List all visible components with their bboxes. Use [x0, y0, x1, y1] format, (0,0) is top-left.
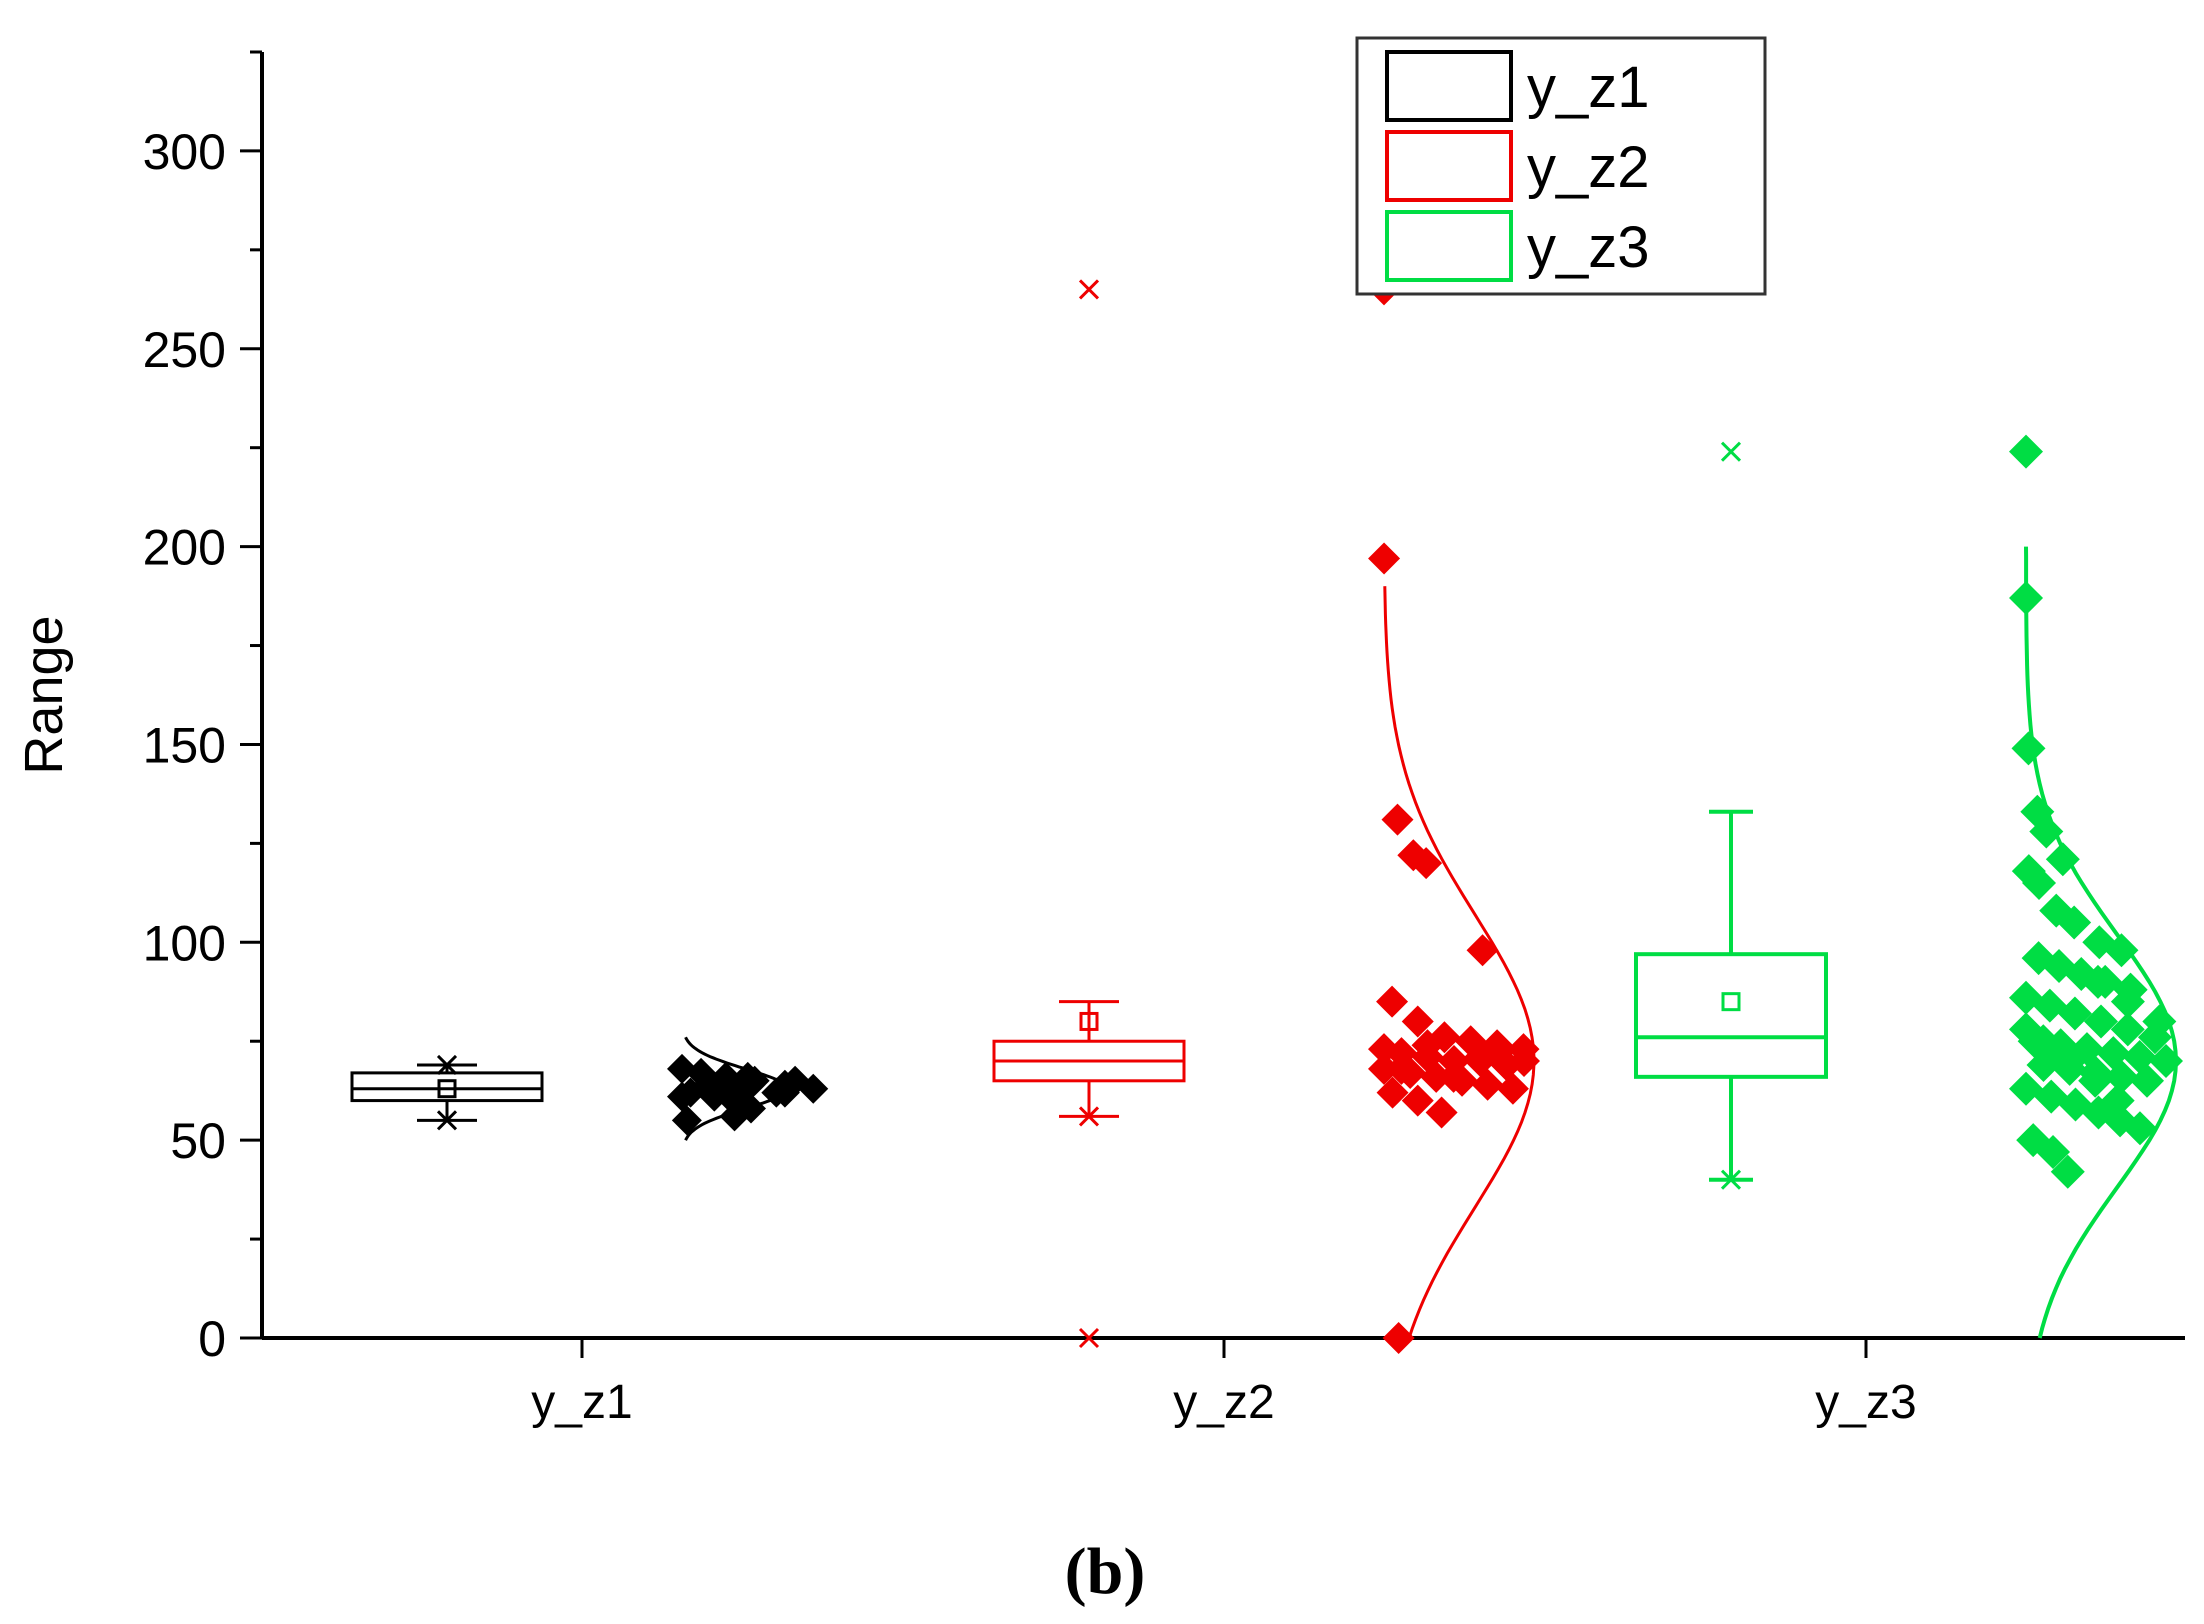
- series-y_z3: [1634, 434, 2183, 1339]
- data-point: [2110, 1012, 2145, 1047]
- x-tick-label: y_z3: [1815, 1376, 1916, 1429]
- data-point: [769, 1077, 800, 1108]
- data-point: [2113, 972, 2148, 1007]
- data-point: [1437, 1060, 1470, 1093]
- y-tick-label: 0: [198, 1311, 226, 1367]
- data-point: [2009, 1012, 2043, 1047]
- mean-marker: [1721, 992, 1741, 1012]
- data-point: [667, 1053, 697, 1084]
- data-point: [2104, 933, 2139, 968]
- data-point: [1464, 1041, 1497, 1074]
- max-marker: [436, 1054, 458, 1076]
- data-point: [1425, 1096, 1458, 1129]
- x-tick-label: y_z2: [1173, 1376, 1274, 1429]
- data-point: [667, 1081, 697, 1112]
- data-point: [2011, 731, 2046, 766]
- outlier-marker: [1720, 441, 1742, 462]
- legend: y_z1 y_z2 y_z3: [1355, 36, 1767, 296]
- data-point: [1382, 1322, 1415, 1354]
- legend-swatch-y_z1: [1385, 50, 1513, 122]
- data-point: [2045, 842, 2080, 877]
- data-point: [2036, 1135, 2071, 1170]
- box-iqr: [350, 1071, 544, 1103]
- data-point: [2029, 814, 2064, 849]
- y-tick-label: 200: [143, 520, 226, 576]
- data-point: [732, 1061, 763, 1092]
- data-point: [719, 1101, 750, 1132]
- min-marker: [1078, 1106, 1100, 1127]
- data-point: [1410, 847, 1443, 880]
- data-point: [2009, 434, 2043, 469]
- data-point: [1368, 1033, 1400, 1066]
- data-point: [2130, 1063, 2165, 1098]
- legend-label: y_z3: [1527, 215, 1650, 280]
- mean-marker: [1079, 1011, 1099, 1031]
- data-point: [1376, 1076, 1409, 1109]
- data-point: [1496, 1072, 1529, 1105]
- x-tick-label: y_z1: [531, 1376, 632, 1429]
- data-point: [1466, 934, 1499, 967]
- data-point: [2022, 865, 2057, 900]
- series-y_z2: [992, 273, 1540, 1354]
- series-y_z1: [350, 1036, 829, 1141]
- axes: 0 50 100 150 200 250 300 y_z1 y_z2 y_z3: [143, 50, 2185, 1429]
- legend-label: y_z2: [1527, 135, 1650, 200]
- data-point: [1368, 1052, 1400, 1085]
- y-tick-label: 300: [143, 124, 226, 180]
- legend-frame: [1355, 36, 1767, 296]
- y-tick-label: 250: [143, 322, 226, 378]
- legend-swatch-y_z3: [1385, 210, 1513, 282]
- outlier-marker: [1078, 279, 1100, 300]
- data-point: [1490, 1048, 1523, 1081]
- mean-marker: [437, 1079, 457, 1099]
- data-point: [2078, 1063, 2113, 1098]
- data-point: [692, 1069, 723, 1100]
- legend-label: y_z1: [1527, 55, 1650, 120]
- data-point: [2122, 1111, 2157, 1146]
- data-point: [1401, 1005, 1434, 1038]
- plot-area: [350, 273, 2183, 1354]
- data-point: [2080, 964, 2115, 999]
- data-point: [1411, 1029, 1444, 1062]
- min-marker: [436, 1110, 458, 1131]
- distribution-curve: [1383, 586, 1536, 1339]
- data-point: [1394, 1056, 1427, 1089]
- data-point: [2035, 1036, 2070, 1071]
- data-point: [2083, 1004, 2118, 1039]
- outlier-marker: [1078, 1327, 1100, 1349]
- data-point: [1368, 542, 1401, 575]
- data-point: [2057, 905, 2092, 940]
- legend-swatch-y_z2: [1385, 130, 1513, 202]
- data-point: [2009, 581, 2044, 616]
- data-point: [671, 1105, 702, 1136]
- data-point: [2149, 1044, 2183, 1079]
- data-point: [2104, 1059, 2139, 1094]
- data-point: [2050, 1154, 2085, 1189]
- data-point: [1471, 1068, 1504, 1101]
- y-tick-label: 100: [143, 915, 226, 971]
- data-point: [1420, 1060, 1453, 1093]
- y-tick-label: 50: [170, 1113, 226, 1169]
- data-point: [2009, 1071, 2043, 1106]
- data-point: [2142, 1004, 2177, 1039]
- data-point: [2057, 996, 2092, 1031]
- min-marker: [1720, 1169, 1742, 1190]
- data-point: [2032, 988, 2067, 1023]
- y-axis-label: Range: [14, 615, 74, 774]
- figure-caption: (b): [1065, 1535, 1146, 1608]
- data-point: [1381, 803, 1414, 836]
- data-point: [1401, 1084, 1434, 1117]
- y-tick-label: 150: [143, 717, 226, 773]
- data-point: [1376, 985, 1409, 1018]
- data-point: [2100, 1083, 2135, 1118]
- data-point: [2137, 1020, 2172, 1055]
- box-iqr: [1634, 952, 1828, 1079]
